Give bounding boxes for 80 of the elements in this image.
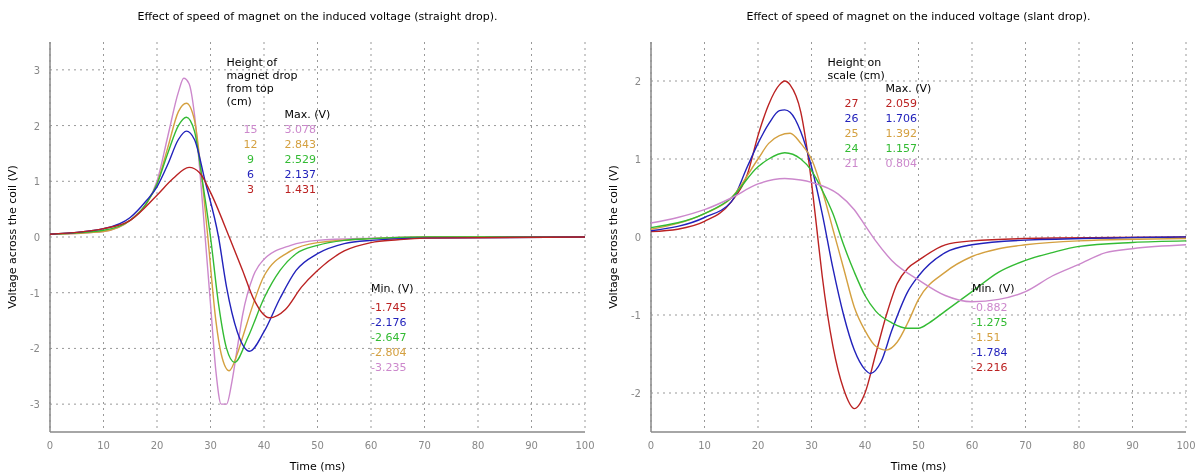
y-tick-label: -2 [631,388,641,399]
annotation: 1.392 [885,126,918,140]
x-tick-label: 50 [311,440,324,451]
y-tick-label: -1 [631,310,641,321]
x-tick-label: 40 [257,440,271,451]
y-tick-label: 0 [33,232,40,243]
annotation: Min. (V) [972,281,1015,295]
line-series [650,177,1187,303]
x-axis-title: Time (ms) [288,460,346,473]
line-series [49,166,586,319]
annotation: 1.157 [885,141,918,155]
text: 24 [844,141,859,155]
x-tick-label: 100 [575,440,595,451]
y-tick-label: 1 [634,154,641,165]
x-tick-label: 90 [525,440,538,451]
text: 21 [844,156,859,170]
x-tick-label: 50 [912,440,925,451]
annotation: 2.529 [284,152,317,166]
text: 9 [247,152,255,166]
x-tick-label: 20 [150,440,164,451]
y-tick-label: -1 [30,287,40,299]
x-tick-label: 30 [805,440,818,451]
annotation: 2.059 [885,96,918,110]
x-tick-label: 0 [46,440,54,451]
x-tick-label: 30 [204,440,217,451]
annotation: -1.784 [972,345,1008,359]
x-tick-label: 20 [751,440,765,451]
annotation: 3.078 [284,122,317,136]
x-tick-label: 40 [858,440,872,451]
annotation: -2.176 [371,315,407,329]
x-tick-label: 0 [647,440,655,451]
x-tick-label: 90 [1126,440,1139,451]
annotation: -0.882 [972,300,1008,314]
annotation: Max. (V) [885,81,932,95]
annotation: 2.137 [284,167,317,181]
x-tick-label: 10 [97,440,110,451]
y-tick-label: 0 [634,232,641,243]
annotation: 1.706 [885,111,918,125]
text: 27 [844,96,859,110]
x-tick-label: 60 [364,440,378,451]
y-tick-label: -2 [30,343,40,355]
legend-title: Height on scale (cm) [827,55,885,82]
annotation: 2.843 [284,137,317,151]
y-tick-label: 1 [33,176,40,188]
legend-title: Height of magnet drop from top (cm) [226,55,298,108]
x-tick-label: 70 [418,440,431,451]
x-axis-title: Time (ms) [889,460,947,473]
chart-title: Effect of speed of magnet on the induced voltage (slant drop). [746,10,1091,23]
annotation: -2.216 [972,360,1008,374]
x-tick-label: 80 [471,440,485,451]
annotation: Max. (V) [284,107,331,121]
annotation: Min. (V) [371,281,414,295]
annotation: 1.431 [284,182,317,196]
line-series [650,109,1187,375]
annotation: -3.235 [371,360,407,374]
y-tick-label: 3 [33,64,40,76]
y-tick-label: -3 [30,399,40,411]
x-tick-label: 80 [1072,440,1086,451]
annotation: -2.647 [371,330,407,344]
text: 25 [844,126,859,140]
annotation: 0.804 [885,156,918,170]
x-tick-label: 70 [1019,440,1032,451]
annotation: -2.804 [371,345,407,359]
text: 6 [247,167,255,181]
text: 3 [247,182,255,196]
chart-title: Effect of speed of magnet on the induced voltage (straight drop). [137,10,498,23]
y-axis-title: Voltage across the coil (V) [607,165,620,309]
y-tick-label: 2 [33,120,40,132]
x-tick-label: 60 [965,440,979,451]
annotation: -1.745 [371,300,407,314]
line-series [650,152,1187,329]
y-tick-label: 2 [634,76,641,87]
annotation: -1.275 [972,315,1008,329]
text: 15 [243,122,258,136]
annotation: -1.51 [972,330,1001,344]
x-tick-label: 100 [1176,440,1196,451]
text: 26 [844,111,859,125]
y-axis-title: Voltage across the coil (V) [6,165,19,309]
text: 12 [243,137,258,151]
x-tick-label: 10 [698,440,711,451]
